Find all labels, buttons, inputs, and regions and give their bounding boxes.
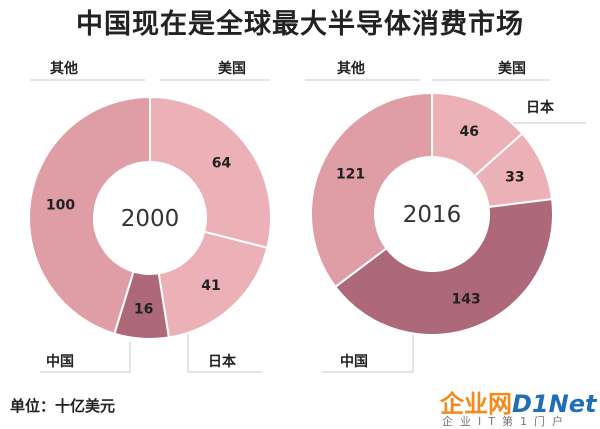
value-label-usa: 46 (459, 124, 478, 140)
category-label-japan: 日本 (526, 99, 555, 116)
chart-title: 中国现在是全球最大半导体消费市场 (76, 9, 524, 40)
slice-japan (157, 230, 269, 339)
center-year-label: 2016 (403, 202, 462, 228)
watermark-subtitle: 企业IT第1门户 (442, 415, 570, 428)
value-label-other: 100 (46, 198, 75, 214)
watermark-brand-cn: 企业网 (440, 390, 512, 418)
value-label-china: 16 (134, 301, 153, 317)
donut-hole (95, 163, 205, 273)
donut-hole (376, 158, 488, 270)
value-label-japan: 33 (505, 169, 524, 185)
leader-line-china (322, 327, 414, 373)
value-label-japan: 41 (201, 278, 220, 294)
category-label-japan: 日本 (208, 353, 237, 370)
slice-china (333, 197, 554, 336)
unit-note: 单位：十亿美元 (10, 397, 116, 415)
slice-other (28, 95, 151, 335)
watermark-brand-en: D1Net (512, 390, 597, 418)
value-label-usa: 64 (212, 155, 232, 171)
category-label-usa: 美国 (498, 60, 526, 77)
value-label-china: 143 (452, 291, 481, 307)
category-label-china: 中国 (340, 353, 368, 370)
category-label-china: 中国 (46, 353, 74, 370)
category-label-other: 其他 (50, 60, 78, 77)
leader-line-china (40, 342, 131, 373)
d1net-watermark: 企业网D1Net 企业IT第1门户 (440, 384, 600, 429)
category-label-usa: 美国 (218, 60, 246, 77)
value-label-other: 121 (336, 166, 365, 182)
slice-other (310, 91, 433, 289)
category-label-other: 其他 (337, 60, 365, 77)
slice-usa (149, 95, 272, 250)
watermark-logo: 企业网D1Net (440, 384, 596, 419)
center-year-label: 2000 (121, 206, 180, 232)
